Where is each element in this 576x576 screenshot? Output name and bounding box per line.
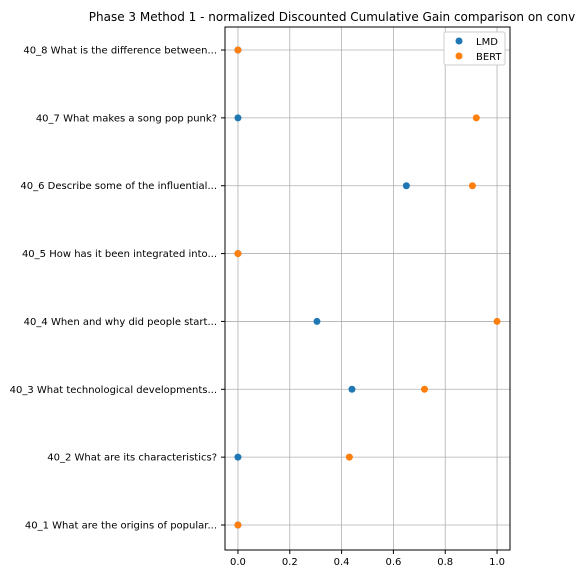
legend-label-bert: BERT xyxy=(476,52,502,63)
plot-frame xyxy=(224,26,511,551)
x-tick-label: 1.0 xyxy=(489,557,505,568)
legend-marker-bert xyxy=(455,52,463,60)
point-lmd xyxy=(313,317,321,325)
legend-label-lmd: LMD xyxy=(476,37,498,48)
point-bert xyxy=(234,46,242,54)
point-bert xyxy=(234,521,242,529)
point-bert xyxy=(345,453,353,461)
y-tick-label: 40_3 What technological developments... xyxy=(10,385,217,396)
point-lmd xyxy=(234,114,242,122)
point-bert xyxy=(234,250,242,258)
y-tick-label: 40_7 What makes a song pop punk? xyxy=(36,113,217,124)
legend-marker-lmd xyxy=(455,37,463,45)
grid-lines xyxy=(225,27,510,550)
x-tick-label: 0.8 xyxy=(437,557,453,568)
y-tick-label: 40_6 Describe some of the influential... xyxy=(20,181,217,192)
point-bert xyxy=(468,182,476,190)
point-bert xyxy=(493,317,501,325)
x-tick-label: 0.4 xyxy=(334,557,350,568)
y-axis: 40_1 What are the origins of popular... 4… xyxy=(10,46,225,532)
x-axis: 0.0 0.2 0.4 0.6 0.8 1.0 xyxy=(230,550,505,568)
data-points xyxy=(234,46,501,529)
x-tick-label: 0.2 xyxy=(282,557,298,568)
y-tick-label: 40_5 How has it been integrated into... xyxy=(22,249,217,260)
y-tick-label: 40_1 What are the origins of popular... xyxy=(25,521,217,532)
point-lmd xyxy=(234,453,242,461)
x-tick-label: 0.6 xyxy=(385,557,401,568)
y-tick-label: 40_2 What are its characteristics? xyxy=(47,453,217,464)
chart-title: Phase 3 Method 1 - normalized Discounted… xyxy=(89,10,576,24)
y-tick-label: 40_4 When and why did people start... xyxy=(24,317,217,328)
y-tick-label: 40_8 What is the difference between... xyxy=(23,46,217,57)
point-bert xyxy=(421,385,428,393)
point-lmd xyxy=(348,385,356,393)
point-bert xyxy=(472,114,480,122)
legend: LMD BERT xyxy=(443,31,506,66)
x-tick-label: 0.0 xyxy=(230,557,246,568)
point-lmd xyxy=(402,182,410,190)
